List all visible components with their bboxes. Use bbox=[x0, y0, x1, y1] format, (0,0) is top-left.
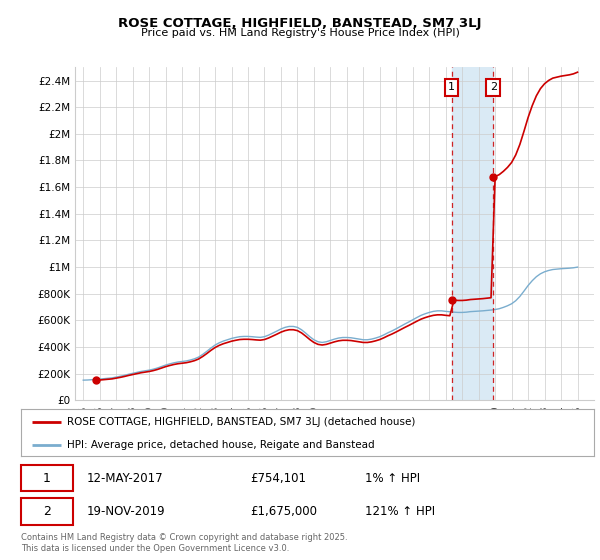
Point bbox=[91, 376, 100, 385]
Point bbox=[447, 296, 457, 305]
Text: ROSE COTTAGE, HIGHFIELD, BANSTEAD, SM7 3LJ: ROSE COTTAGE, HIGHFIELD, BANSTEAD, SM7 3… bbox=[118, 17, 482, 30]
Text: 2: 2 bbox=[43, 505, 51, 518]
Text: Price paid vs. HM Land Registry's House Price Index (HPI): Price paid vs. HM Land Registry's House … bbox=[140, 28, 460, 38]
Text: 2: 2 bbox=[490, 82, 497, 92]
Text: 1: 1 bbox=[448, 82, 455, 92]
Text: £754,101: £754,101 bbox=[250, 472, 306, 484]
FancyBboxPatch shape bbox=[21, 465, 73, 492]
Text: 1: 1 bbox=[43, 472, 51, 484]
Text: 12-MAY-2017: 12-MAY-2017 bbox=[87, 472, 164, 484]
Text: 1% ↑ HPI: 1% ↑ HPI bbox=[365, 472, 420, 484]
Text: ROSE COTTAGE, HIGHFIELD, BANSTEAD, SM7 3LJ (detached house): ROSE COTTAGE, HIGHFIELD, BANSTEAD, SM7 3… bbox=[67, 417, 415, 427]
Text: Contains HM Land Registry data © Crown copyright and database right 2025.
This d: Contains HM Land Registry data © Crown c… bbox=[21, 533, 347, 553]
Text: 121% ↑ HPI: 121% ↑ HPI bbox=[365, 505, 435, 518]
Text: HPI: Average price, detached house, Reigate and Banstead: HPI: Average price, detached house, Reig… bbox=[67, 440, 374, 450]
Bar bbox=[452, 67, 493, 400]
Point bbox=[488, 172, 498, 181]
FancyBboxPatch shape bbox=[21, 498, 73, 525]
Text: 19-NOV-2019: 19-NOV-2019 bbox=[87, 505, 166, 518]
Text: £1,675,000: £1,675,000 bbox=[250, 505, 317, 518]
